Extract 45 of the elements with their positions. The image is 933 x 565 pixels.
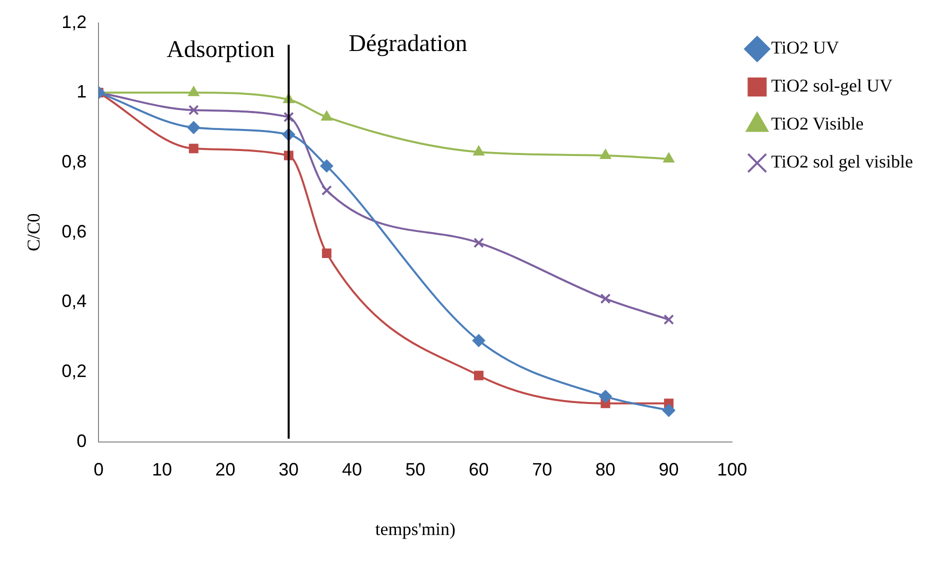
y-tick-label: 0,2	[62, 360, 87, 381]
point	[664, 314, 674, 325]
x-tick-label: 100	[717, 460, 748, 480]
annotation: Dégradation	[348, 31, 468, 58]
y-axis-title: C/C0	[24, 213, 44, 252]
point	[600, 293, 611, 304]
annotation: Adsorption	[166, 37, 275, 64]
point	[600, 148, 612, 159]
point	[322, 248, 332, 258]
legend-label: TiO2 UV	[771, 38, 840, 58]
point	[320, 110, 332, 121]
x-tick-label: 10	[152, 460, 172, 480]
x-tick-label: 30	[278, 460, 299, 480]
legend-label: TiO2 sol gel visible	[771, 152, 914, 172]
point	[188, 104, 199, 116]
x-axis-title: temps'min)	[375, 518, 456, 539]
x-tick-label: 0	[94, 460, 104, 480]
x-tick-label: 50	[405, 460, 426, 480]
point	[473, 238, 484, 248]
point	[662, 404, 676, 417]
point	[320, 159, 334, 172]
x-tick-label: 70	[532, 460, 552, 480]
point	[188, 144, 198, 154]
y-tick-label: 0,8	[62, 151, 87, 172]
point	[663, 152, 674, 162]
point	[187, 121, 200, 134]
y-tick-label: 1	[76, 82, 87, 102]
x-tick-label: 80	[595, 460, 616, 480]
legend-label: TiO2 Visible	[771, 114, 864, 134]
x-tick-label: 20	[215, 460, 236, 480]
y-tick-label: 1,2	[62, 12, 87, 32]
point	[188, 86, 200, 96]
point	[321, 185, 332, 196]
x-tick-label: 90	[658, 460, 679, 480]
point	[473, 145, 484, 156]
legend-label: TiO2 sol-gel UV	[771, 76, 893, 96]
x-tick-label: 60	[468, 460, 489, 480]
point	[283, 112, 294, 122]
x-tick-label: 40	[342, 460, 362, 480]
y-tick-label: 0	[76, 430, 87, 451]
y-tick-label: 0,4	[62, 291, 87, 312]
point	[598, 390, 612, 403]
point	[472, 334, 486, 348]
point	[474, 370, 484, 380]
y-tick-label: 0,6	[62, 221, 87, 242]
